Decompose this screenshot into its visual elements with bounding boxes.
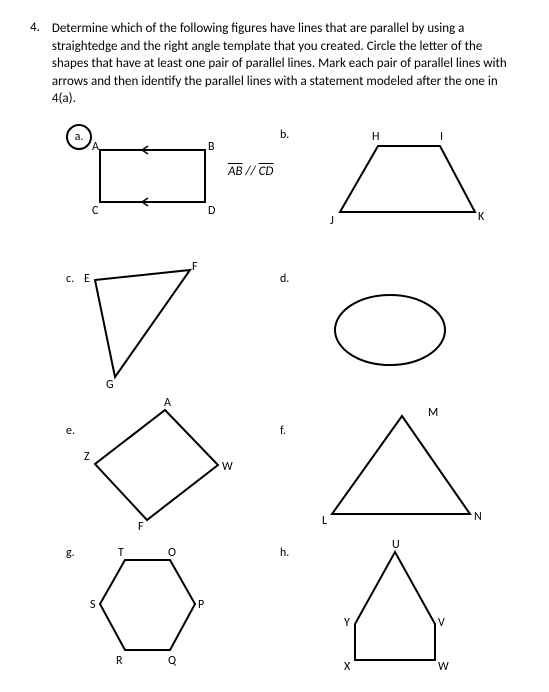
problem-text: Determine which of the following figures… (52, 20, 519, 108)
label-R: R (116, 654, 123, 668)
figure-c-letter: c. (66, 272, 74, 286)
label-K: K (478, 210, 484, 224)
figure-c: c. E F G (30, 262, 270, 392)
label-I: I (440, 130, 443, 144)
figure-b: b. H I J K (280, 122, 520, 252)
figure-a: a. A B C D AB // CD (30, 122, 270, 252)
figure-g-letter: g. (66, 546, 75, 560)
label-D: D (208, 204, 215, 218)
label-U: U (392, 538, 400, 552)
stmt-sep: // (243, 164, 259, 179)
figure-f-letter: f. (280, 424, 286, 438)
label-P: P (198, 598, 204, 612)
label-Y: Y (344, 616, 350, 630)
figure-g: g. T O S P R Q (30, 542, 270, 672)
figure-a-letter: a. (66, 124, 92, 150)
label-L: L (322, 514, 327, 528)
stmt-cd: CD (259, 164, 274, 179)
label-T: T (118, 546, 124, 560)
problem-header: 4. Determine which of the following figu… (30, 20, 519, 108)
label-W: W (222, 460, 233, 474)
figure-e: e. A Z W F (30, 402, 270, 532)
statement-a: AB // CD (228, 164, 273, 179)
figures-grid: a. A B C D AB // CD b. H I J K c. E F (30, 122, 519, 672)
figure-b-letter: b. (280, 128, 289, 142)
problem-number: 4. (30, 20, 40, 108)
figure-h-letter: h. (280, 546, 289, 560)
label-Z: Z (84, 450, 90, 464)
label-J: J (330, 214, 334, 228)
stmt-ab: AB (228, 164, 243, 179)
label-B: B (208, 140, 215, 154)
label-G: G (106, 378, 114, 392)
label-N: N (474, 510, 482, 524)
label-X: X (344, 660, 350, 674)
label-M: M (428, 406, 438, 420)
label-Q: Q (168, 654, 176, 668)
label-V: V (438, 616, 445, 630)
label-O: O (168, 546, 176, 560)
figure-f: f. M L N (280, 402, 520, 532)
label-S: S (90, 598, 96, 612)
figure-e-letter: e. (66, 424, 75, 438)
figure-d-letter: d. (280, 272, 289, 286)
label-eF: F (138, 520, 144, 534)
figure-d: d. (280, 262, 520, 392)
label-hW: W (438, 660, 449, 674)
label-H: H (372, 130, 379, 144)
figure-h: h. U Y V X W (280, 542, 520, 672)
label-eA: A (164, 396, 171, 410)
label-F: F (192, 260, 198, 274)
label-E: E (84, 272, 90, 286)
label-A: A (92, 140, 99, 154)
label-C: C (92, 204, 98, 218)
